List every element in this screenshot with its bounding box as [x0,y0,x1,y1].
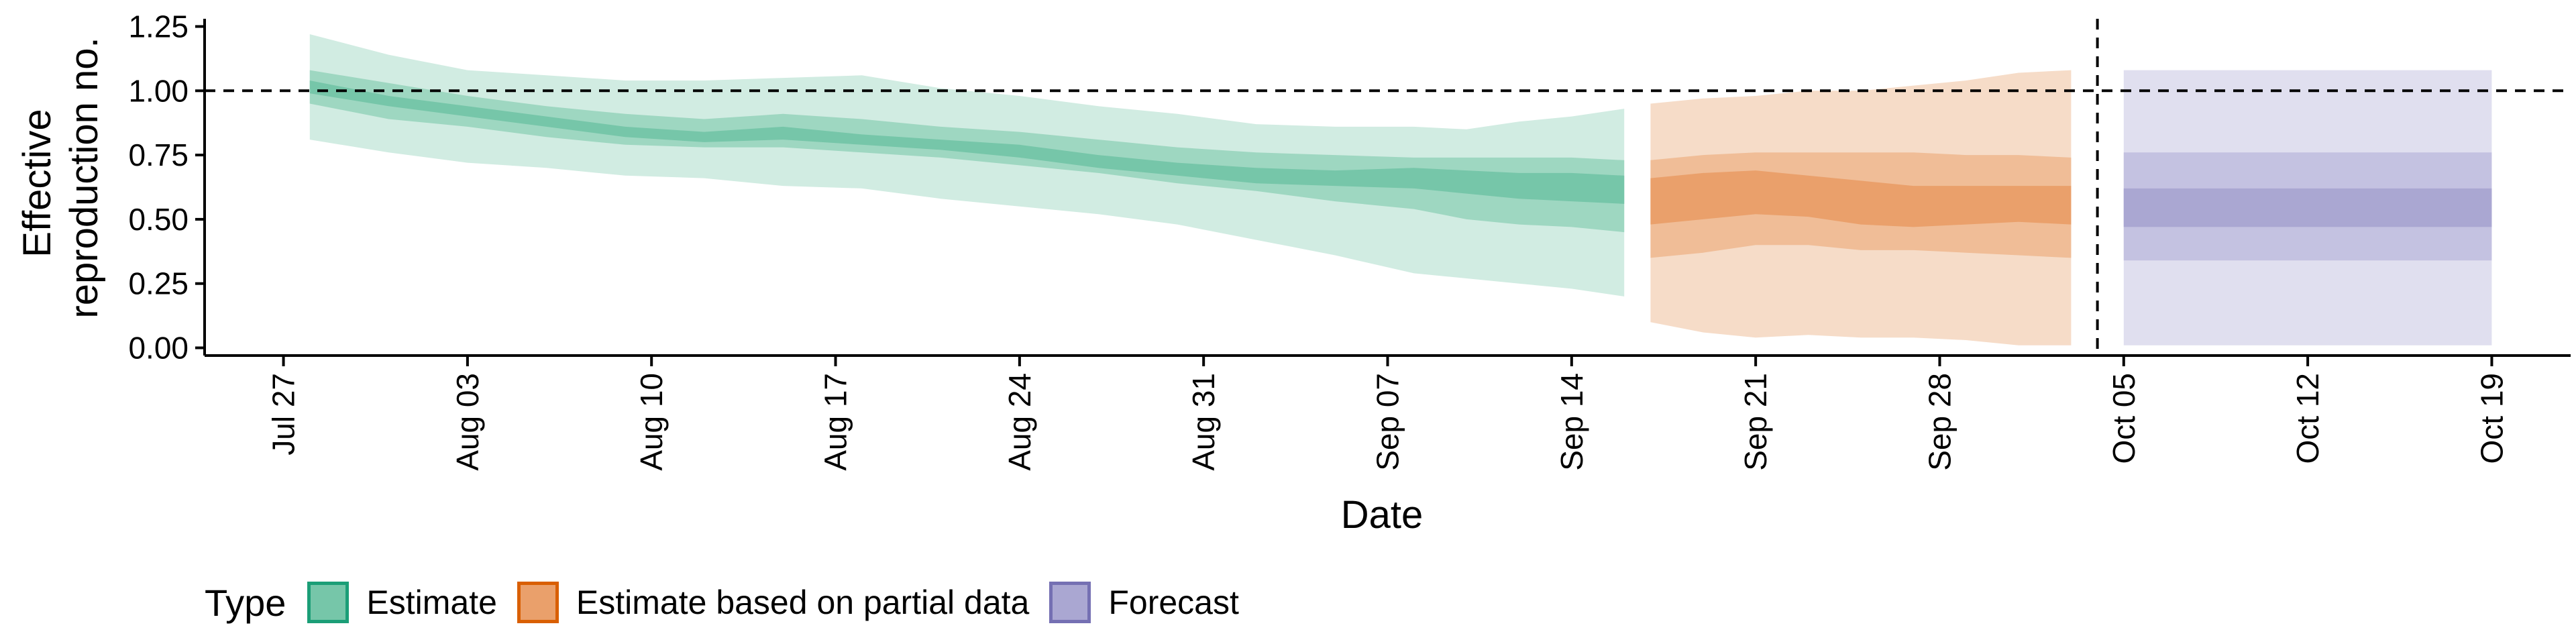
x-tick-label: Aug 03 [450,373,485,471]
x-tick-label: Sep 14 [1554,373,1589,471]
legend: Type Estimate Estimate based on partial … [205,576,1259,629]
ribbon-0-ci20 [309,80,1625,204]
x-tick-label: Aug 17 [818,373,853,471]
x-axis-label: Date [1341,493,1424,537]
legend-swatch-partial [517,582,559,623]
ribbon-0-ci90 [309,34,1625,297]
ribbon-1-ci20 [1650,170,2072,227]
ribbon-2-ci20 [2123,188,2492,227]
legend-label-estimate: Estimate [366,584,497,621]
x-tick-label: Sep 28 [1922,373,1957,471]
legend-swatch-estimate [307,582,350,623]
x-tick-label: Oct 19 [2474,373,2509,464]
x-tick-label: Aug 24 [1002,373,1037,471]
ribbon-layer [309,34,2492,345]
legend-item-forecast: Forecast [1049,582,1239,623]
y-axis-label-line-2: reproduction no. [62,37,106,318]
y-axis-label: Effective reproduction no. [15,37,106,318]
y-tick-label: 1.00 [128,73,189,108]
x-tick-label: Aug 10 [634,373,669,471]
x-tick-label: Oct 12 [2290,373,2325,464]
legend-item-partial: Estimate based on partial data [517,582,1029,623]
x-tick-label: Jul 27 [266,373,301,455]
y-tick-label: 0.00 [128,331,189,366]
legend-swatch-forecast [1049,582,1091,623]
x-tick-label: Aug 31 [1186,373,1221,471]
legend-label-partial: Estimate based on partial data [576,584,1030,621]
x-tick-label: Sep 07 [1371,373,1405,471]
axes-layer: 0.00 0.25 0.50 0.75 1.00 1.25 Jul 27 Aug 03 Aug … [128,9,2571,471]
y-axis-label-line-1: Effective [15,109,59,257]
legend-title: Type [205,581,286,624]
legend-label-forecast: Forecast [1108,584,1239,621]
y-tick-label: 0.25 [128,266,189,301]
y-tick-label: 1.25 [128,9,189,44]
legend-item-estimate: Estimate [307,582,497,623]
y-tick-label: 0.50 [128,202,189,237]
x-tick-label: Sep 21 [1738,373,1773,471]
x-tick-label: Oct 05 [2106,373,2141,464]
y-tick-label: 0.75 [128,138,189,172]
